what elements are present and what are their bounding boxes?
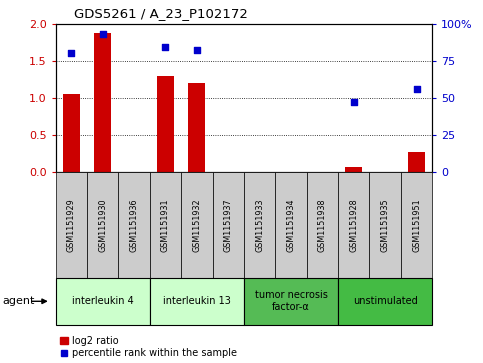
Bar	[94, 33, 111, 172]
Text: GSM1151931: GSM1151931	[161, 198, 170, 252]
Bar	[345, 167, 362, 172]
Text: interleukin 4: interleukin 4	[72, 296, 133, 306]
Text: GSM1151929: GSM1151929	[67, 198, 76, 252]
Point	[193, 48, 201, 53]
Point	[99, 31, 107, 37]
Text: interleukin 13: interleukin 13	[163, 296, 231, 306]
Text: GSM1151934: GSM1151934	[286, 198, 296, 252]
Point	[68, 50, 75, 56]
Bar	[63, 94, 80, 172]
Bar	[408, 152, 425, 172]
Text: GSM1151935: GSM1151935	[381, 198, 390, 252]
Text: agent: agent	[2, 296, 35, 306]
Text: GSM1151937: GSM1151937	[224, 198, 233, 252]
Bar	[188, 83, 205, 172]
Text: GSM1151951: GSM1151951	[412, 198, 421, 252]
Text: GSM1151932: GSM1151932	[192, 198, 201, 252]
Text: GSM1151936: GSM1151936	[129, 198, 139, 252]
Text: GDS5261 / A_23_P102172: GDS5261 / A_23_P102172	[74, 7, 248, 20]
Text: tumor necrosis
factor-α: tumor necrosis factor-α	[255, 290, 327, 312]
Text: unstimulated: unstimulated	[353, 296, 418, 306]
Point	[412, 86, 420, 92]
Legend: log2 ratio, percentile rank within the sample: log2 ratio, percentile rank within the s…	[60, 336, 237, 358]
Text: GSM1151933: GSM1151933	[255, 198, 264, 252]
Bar	[157, 76, 174, 172]
Text: GSM1151930: GSM1151930	[98, 198, 107, 252]
Point	[350, 99, 357, 105]
Text: GSM1151928: GSM1151928	[349, 198, 358, 252]
Text: GSM1151938: GSM1151938	[318, 198, 327, 252]
Point	[161, 45, 170, 50]
